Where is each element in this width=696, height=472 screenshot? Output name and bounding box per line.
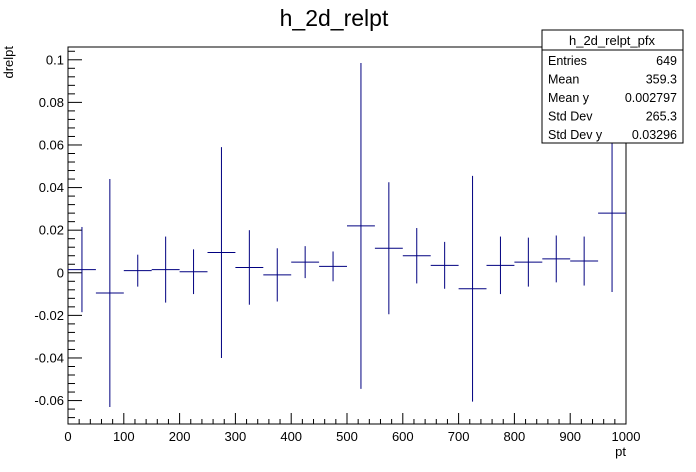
stats-label: Mean y [548,91,590,105]
y-tick-label: 0 [57,265,64,280]
data-point [319,251,347,282]
x-tick-label: 900 [559,429,581,444]
stats-label: Entries [548,54,587,68]
data-point [207,147,236,358]
stats-value: 649 [656,54,677,68]
stats-label: Std Dev y [548,128,603,142]
stats-value: 265.3 [646,110,677,124]
data-point [430,241,459,289]
x-tick-label: 100 [113,429,135,444]
data-point [123,254,152,287]
stats-box-title: h_2d_relpt_pfx [569,33,656,48]
y-tick-label: 0.1 [46,52,64,67]
data-point [95,179,124,407]
x-tick-label: 600 [392,429,414,444]
x-tick-label: 800 [504,429,526,444]
x-axis-label: pt [615,444,626,459]
stats-value: 0.03296 [632,128,677,142]
stats-rows: Entries 649 Mean 359.3 Mean y 0.002797 Std Dev… [548,54,677,142]
y-tick-label: 0.04 [39,180,64,195]
y-tick-label: -0.06 [34,393,64,408]
y-tick-label: -0.04 [34,350,64,365]
stats-label: Std Dev [548,110,593,124]
data-point [68,226,96,313]
x-tick-label: 1000 [612,429,641,444]
axes: 0 100 200 300 400 500 600 700 800 900 1000 -0.06 -0.… [34,50,641,444]
data-point [458,175,487,402]
data-point [542,235,571,283]
y-axis-label: drelpt [1,46,16,79]
data-point [151,236,180,303]
data-point [486,236,515,295]
data-point [235,230,264,305]
data-point [514,237,543,287]
y-tick-label: 0.08 [39,95,64,110]
data-point [570,236,599,286]
stats-value: 359.3 [646,73,677,87]
stats-label: Mean [548,73,579,87]
y-tick-label: 0.02 [39,223,64,238]
x-tick-label: 700 [448,429,470,444]
x-tick-label: 300 [225,429,247,444]
x-tick-label: 0 [64,429,71,444]
x-tick-label: 500 [336,429,358,444]
chart-title: h_2d_relpt [280,5,389,31]
y-tick-label: -0.02 [34,308,64,323]
y-tick-label: 0.06 [39,137,64,152]
data-point [347,62,375,389]
data-point [179,249,208,295]
data-point [598,134,626,292]
x-tick-label: 200 [169,429,191,444]
stats-value: 0.002797 [625,91,677,105]
stats-box: h_2d_relpt_pfx Entries 649 Mean 359.3 Mean y… [541,29,684,144]
stats-box-frame [541,29,684,144]
data-point [402,228,431,284]
x-tick-label: 400 [280,429,302,444]
data-points [68,62,626,407]
data-point [263,248,292,302]
data-point [291,246,320,279]
data-point [374,182,403,315]
